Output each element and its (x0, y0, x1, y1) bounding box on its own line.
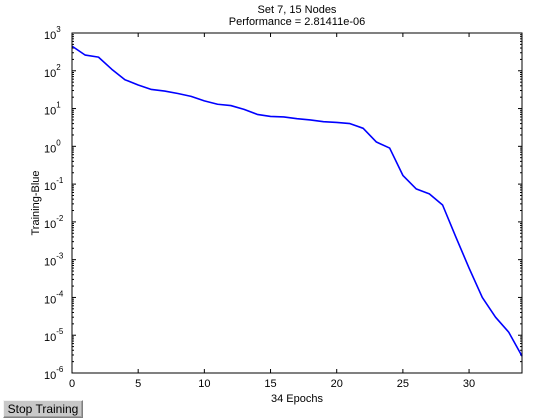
x-tick-label: 15 (264, 378, 276, 390)
chart-subtitle: Performance = 2.81411e-06 (229, 16, 365, 28)
x-tick-label: 0 (69, 378, 75, 390)
axis-ticks: 0 5 10 15 20 25 30 103 102 101 100 10-1 10-2 10-3 10-4… (44, 25, 522, 390)
x-tick-label: 20 (331, 378, 343, 390)
x-axis-label: 34 Epochs (271, 393, 323, 405)
y-tick-label: 10-6 (44, 365, 64, 382)
y-tick-label: 100 (44, 138, 61, 155)
y-tick-label: 101 (44, 101, 61, 118)
y-tick-label: 10-1 (44, 176, 64, 193)
chart-title: Set 7, 15 Nodes (258, 4, 337, 16)
y-tick-label: 102 (44, 63, 61, 80)
series-line-training (71, 45, 523, 357)
y-tick-label: 10-3 (44, 252, 64, 269)
y-tick-label: 10-5 (44, 327, 64, 344)
series-layer (71, 45, 523, 357)
plot-area-frame (71, 32, 523, 374)
y-tick-label: 10-2 (44, 214, 64, 231)
y-axis-label: Training-Blue (30, 170, 42, 235)
stop-training-button[interactable]: Stop Training (3, 400, 83, 418)
x-tick-label: 5 (135, 378, 141, 390)
y-tick-label: 103 (44, 25, 61, 42)
x-tick-label: 25 (397, 378, 409, 390)
x-tick-label: 10 (198, 378, 210, 390)
x-tick-label: 30 (463, 378, 475, 390)
y-tick-label: 10-4 (44, 289, 64, 306)
